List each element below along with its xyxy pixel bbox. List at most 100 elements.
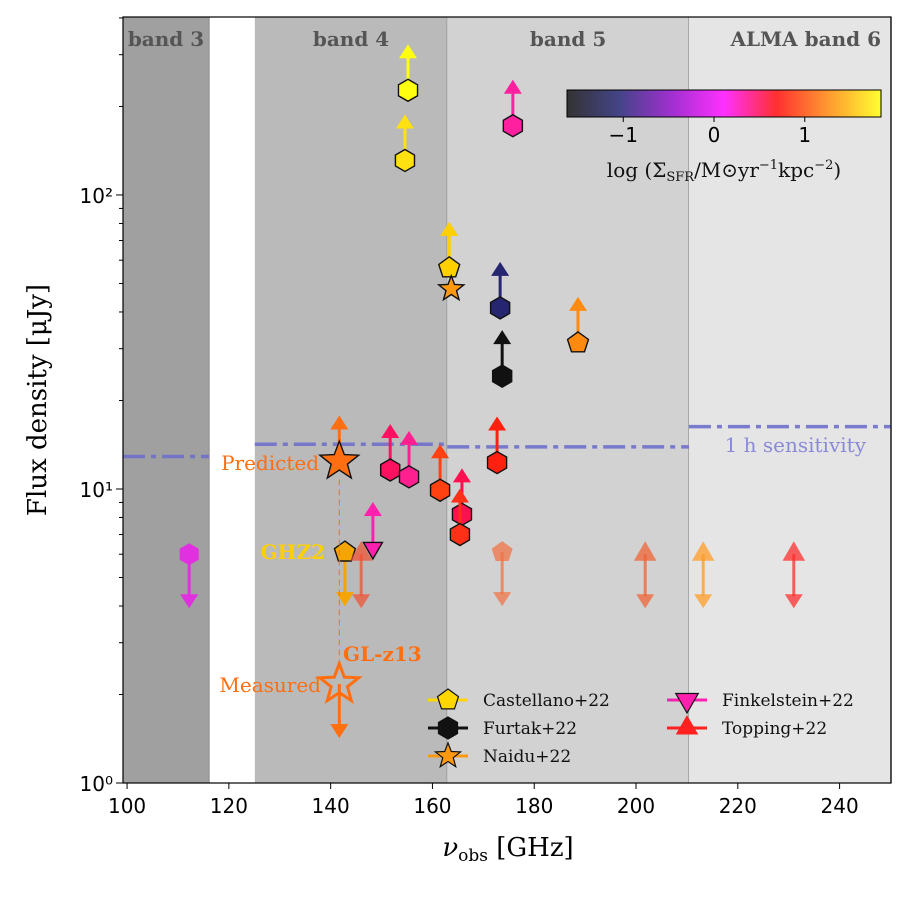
legend: Castellano+22 Furtak+22 Naidu+22 Finkelstei… xyxy=(428,688,854,769)
hexagon-marker xyxy=(486,450,508,475)
legend-item: Naidu+22 xyxy=(428,741,571,769)
colorbar-label-part: −1 xyxy=(759,158,778,173)
data-point xyxy=(633,541,657,609)
data-point xyxy=(491,541,513,607)
data-point xyxy=(333,540,357,607)
arrow-down-icon xyxy=(784,594,803,609)
legend-item: Castellano+22 xyxy=(428,688,610,711)
x-tick-label: 240 xyxy=(821,794,859,818)
data-point xyxy=(315,659,363,739)
hexagon-marker xyxy=(451,502,473,527)
arrow-up-icon xyxy=(488,416,507,431)
data-point xyxy=(379,424,401,482)
legend-label: Castellano+22 xyxy=(483,691,610,711)
band-region xyxy=(254,17,448,783)
data-point xyxy=(398,430,420,489)
pentagon-marker xyxy=(566,331,590,353)
y-tick-label: 10¹ xyxy=(80,478,113,502)
hexagon-marker xyxy=(489,296,511,320)
data-point xyxy=(436,273,466,302)
band-label: band 5 xyxy=(530,27,606,51)
triangle-up-marker xyxy=(349,541,373,561)
arrow-down-icon xyxy=(352,594,371,609)
arrow-up-icon xyxy=(399,44,418,59)
legend-label: Topping+22 xyxy=(722,719,827,739)
colorbar-tick-label: −1 xyxy=(609,123,638,147)
hexagon-marker xyxy=(491,364,513,388)
arrow-down-icon xyxy=(330,724,349,739)
pentagon-marker xyxy=(333,540,357,562)
colorbar-label-part: log (Σ xyxy=(607,158,667,182)
triangle-up-marker xyxy=(782,541,806,561)
pentagon-legend-icon xyxy=(436,688,460,710)
pentagon-marker xyxy=(491,541,513,562)
data-point xyxy=(397,44,419,103)
data-point xyxy=(566,296,590,353)
triangle-down-legend-icon xyxy=(674,692,700,715)
hexagon-marker xyxy=(429,478,451,503)
data-point xyxy=(489,261,511,320)
arrow-up-icon xyxy=(330,415,349,430)
triangle-up-marker xyxy=(691,541,715,561)
data-point xyxy=(449,488,471,547)
x-axis-label-sub: obs xyxy=(458,846,488,866)
x-axis-label: νobs [GHz] xyxy=(442,833,573,866)
arrow-up-icon xyxy=(395,114,414,129)
hexagon-marker xyxy=(379,458,401,482)
arrow-up-icon xyxy=(452,468,471,483)
band-region xyxy=(688,17,891,783)
band-region xyxy=(123,17,210,783)
colorbar-label-part: /M⊙yr xyxy=(694,158,759,182)
arrow-up-icon xyxy=(491,261,510,276)
arrow-down-icon xyxy=(493,592,512,607)
hexagon-legend-icon xyxy=(437,716,459,740)
legend-label: Finkelstein+22 xyxy=(722,691,854,711)
colorbar-label: log (ΣSFR/M⊙yr−1kpc−2) xyxy=(607,158,841,185)
pentagon-marker xyxy=(437,256,461,278)
y-axis-label: Flux density [μJy] xyxy=(23,284,53,516)
colorbar-tick-label: 1 xyxy=(798,123,811,147)
triangle-up-marker xyxy=(633,541,657,561)
data-point xyxy=(486,416,508,475)
arrow-up-icon xyxy=(503,79,522,94)
x-tick-label: 120 xyxy=(210,794,248,818)
legend-item: Topping+22 xyxy=(667,715,827,739)
glz13-label: GL-z13 xyxy=(343,642,422,666)
data-point xyxy=(437,221,461,278)
arrow-down-icon xyxy=(694,594,713,609)
colorbar-tick-label: 0 xyxy=(708,123,721,147)
data-point xyxy=(502,79,524,138)
x-tick-label: 220 xyxy=(719,794,757,818)
x-tick-label: 160 xyxy=(413,794,451,818)
arrow-up-icon xyxy=(400,430,419,445)
x-tick-label: 140 xyxy=(312,794,350,818)
band-label: ALMA band 6 xyxy=(729,27,881,51)
star-legend-icon xyxy=(433,741,463,769)
arrow-up-icon xyxy=(363,501,382,516)
colorbar-gradient xyxy=(566,89,882,118)
colorbar: −1 0 1 log (ΣSFR/M⊙yr−1kpc−2) xyxy=(566,89,882,185)
colorbar-label-part: ) xyxy=(833,158,841,182)
data-point xyxy=(491,330,513,388)
predicted-label: Predicted xyxy=(221,451,319,475)
colorbar-label-part: kpc xyxy=(778,158,814,182)
axes: 100 120 140 160 180 200 220 240 10⁰ 10¹ 10² xyxy=(80,17,859,818)
star-marker xyxy=(318,439,361,480)
x-axis-label-main: ν xyxy=(442,833,458,863)
y-tick-label: 10⁰ xyxy=(80,772,113,796)
x-tick-label: 100 xyxy=(108,794,146,818)
hexagon-marker xyxy=(398,465,420,489)
band-label: band 3 xyxy=(128,27,204,51)
arrow-up-icon xyxy=(381,424,400,439)
data-point xyxy=(691,541,715,609)
data-point xyxy=(179,543,199,609)
colorbar-label-part: SFR xyxy=(666,170,695,185)
ghz2-label: GHZ2 xyxy=(261,540,326,564)
hexagon-marker xyxy=(397,78,419,103)
star-marker xyxy=(315,659,363,705)
sensitivity-label: 1 h sensitivity xyxy=(725,433,867,457)
legend-item: Finkelstein+22 xyxy=(667,691,854,715)
legend-item: Furtak+22 xyxy=(428,716,577,740)
arrow-down-icon xyxy=(180,594,199,609)
